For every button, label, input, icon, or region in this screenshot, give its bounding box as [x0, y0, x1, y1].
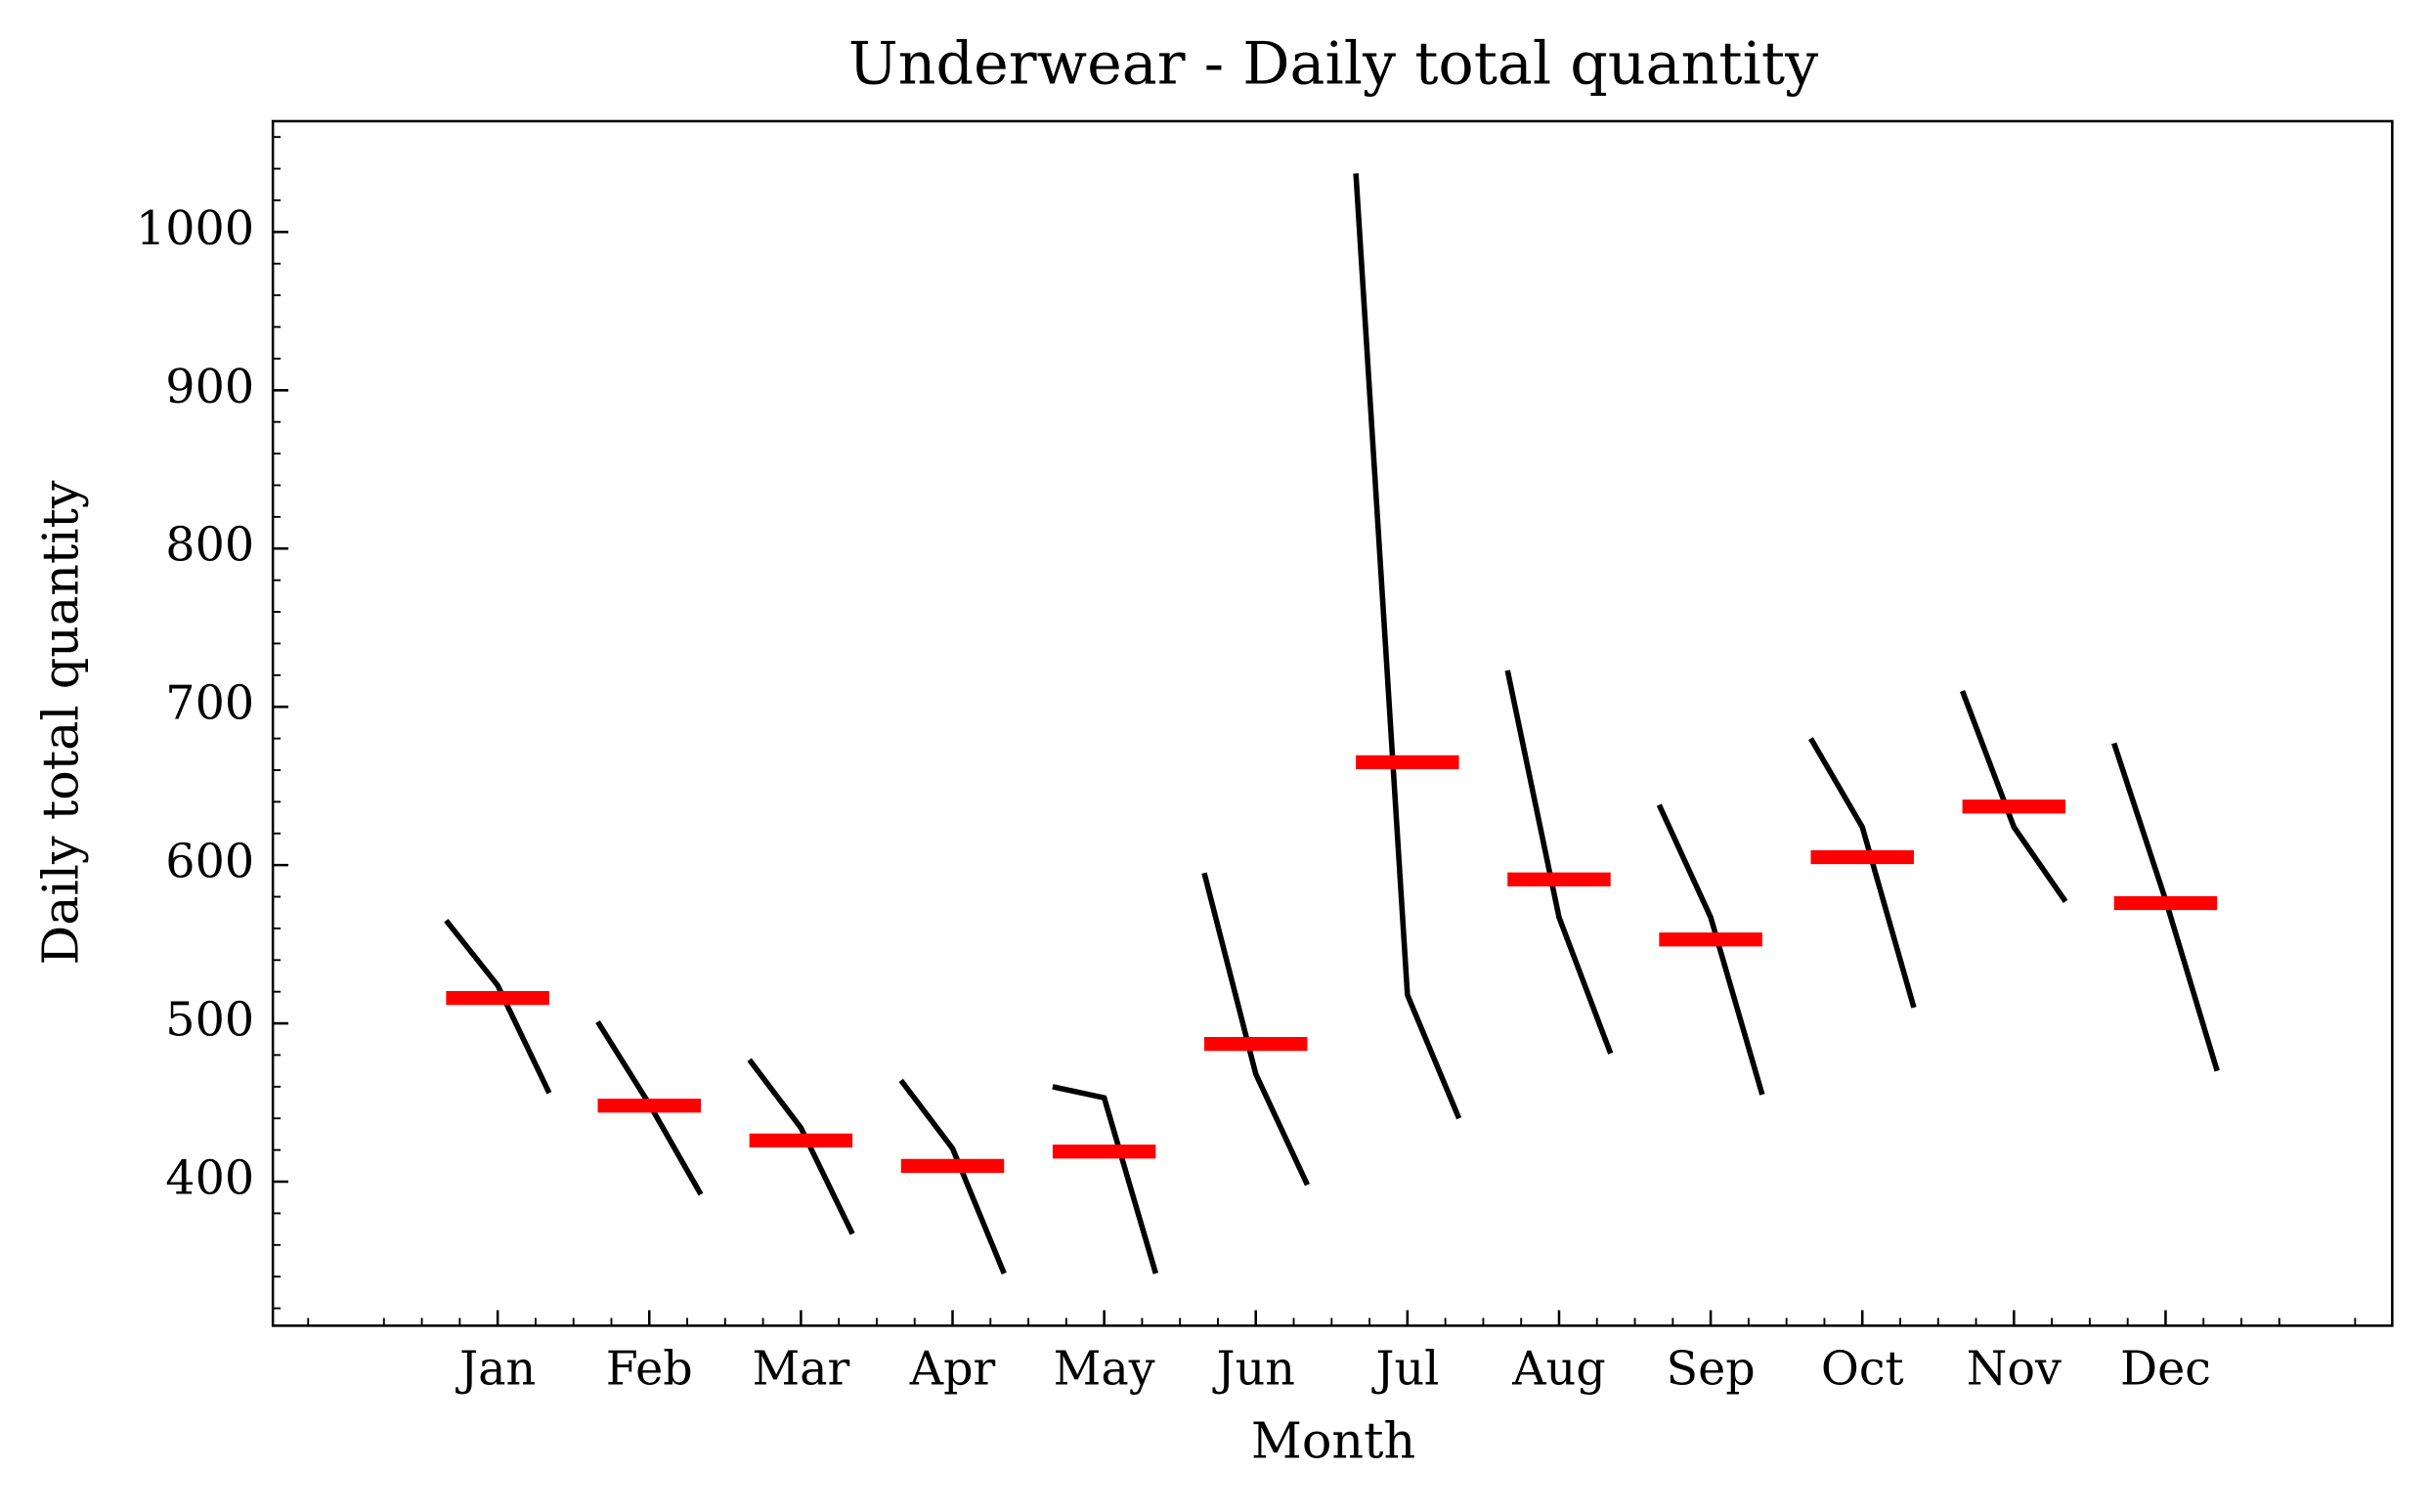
subseries-line	[898, 1078, 1007, 1275]
x-tick-label: Jan	[456, 1342, 536, 1396]
subseries-line	[1504, 670, 1614, 1055]
subseries-line	[1353, 173, 1462, 1120]
x-tick-label: Nov	[1967, 1342, 2062, 1396]
subseries-line	[1052, 1084, 1159, 1274]
subseries-line	[1960, 690, 2068, 903]
y-tick-label: 1000	[136, 202, 254, 256]
x-tick-label: Feb	[606, 1342, 693, 1396]
x-tick-label: Sep	[1666, 1342, 1755, 1396]
x-tick-label: Mar	[752, 1342, 849, 1396]
y-axis-label: Daily total quantity	[32, 480, 90, 965]
x-tick-label: Jun	[1213, 1342, 1295, 1396]
x-tick-label: Apr	[909, 1342, 996, 1396]
x-tick-label: Jul	[1371, 1342, 1439, 1396]
chart-title: Underwear - Daily total quantity	[848, 30, 1818, 99]
y-tick-label: 800	[165, 519, 254, 573]
subseries-line	[747, 1058, 855, 1235]
y-tick-label: 900	[165, 361, 254, 414]
subseries-line	[444, 919, 552, 1095]
x-axis-label: Month	[1251, 1412, 1415, 1470]
y-tick-label: 500	[165, 994, 254, 1048]
x-tick-label: May	[1054, 1342, 1155, 1396]
y-tick-label: 700	[165, 677, 254, 731]
subseries-line	[1808, 737, 1917, 1009]
x-tick-label: Oct	[1821, 1342, 1904, 1396]
subseries-line	[1201, 872, 1310, 1187]
x-tick-label: Dec	[2120, 1342, 2211, 1396]
y-tick-label: 400	[165, 1152, 254, 1206]
y-tick-label: 600	[165, 836, 254, 889]
x-tick-label: Aug	[1511, 1342, 1605, 1396]
subseries-line	[1656, 803, 1765, 1096]
